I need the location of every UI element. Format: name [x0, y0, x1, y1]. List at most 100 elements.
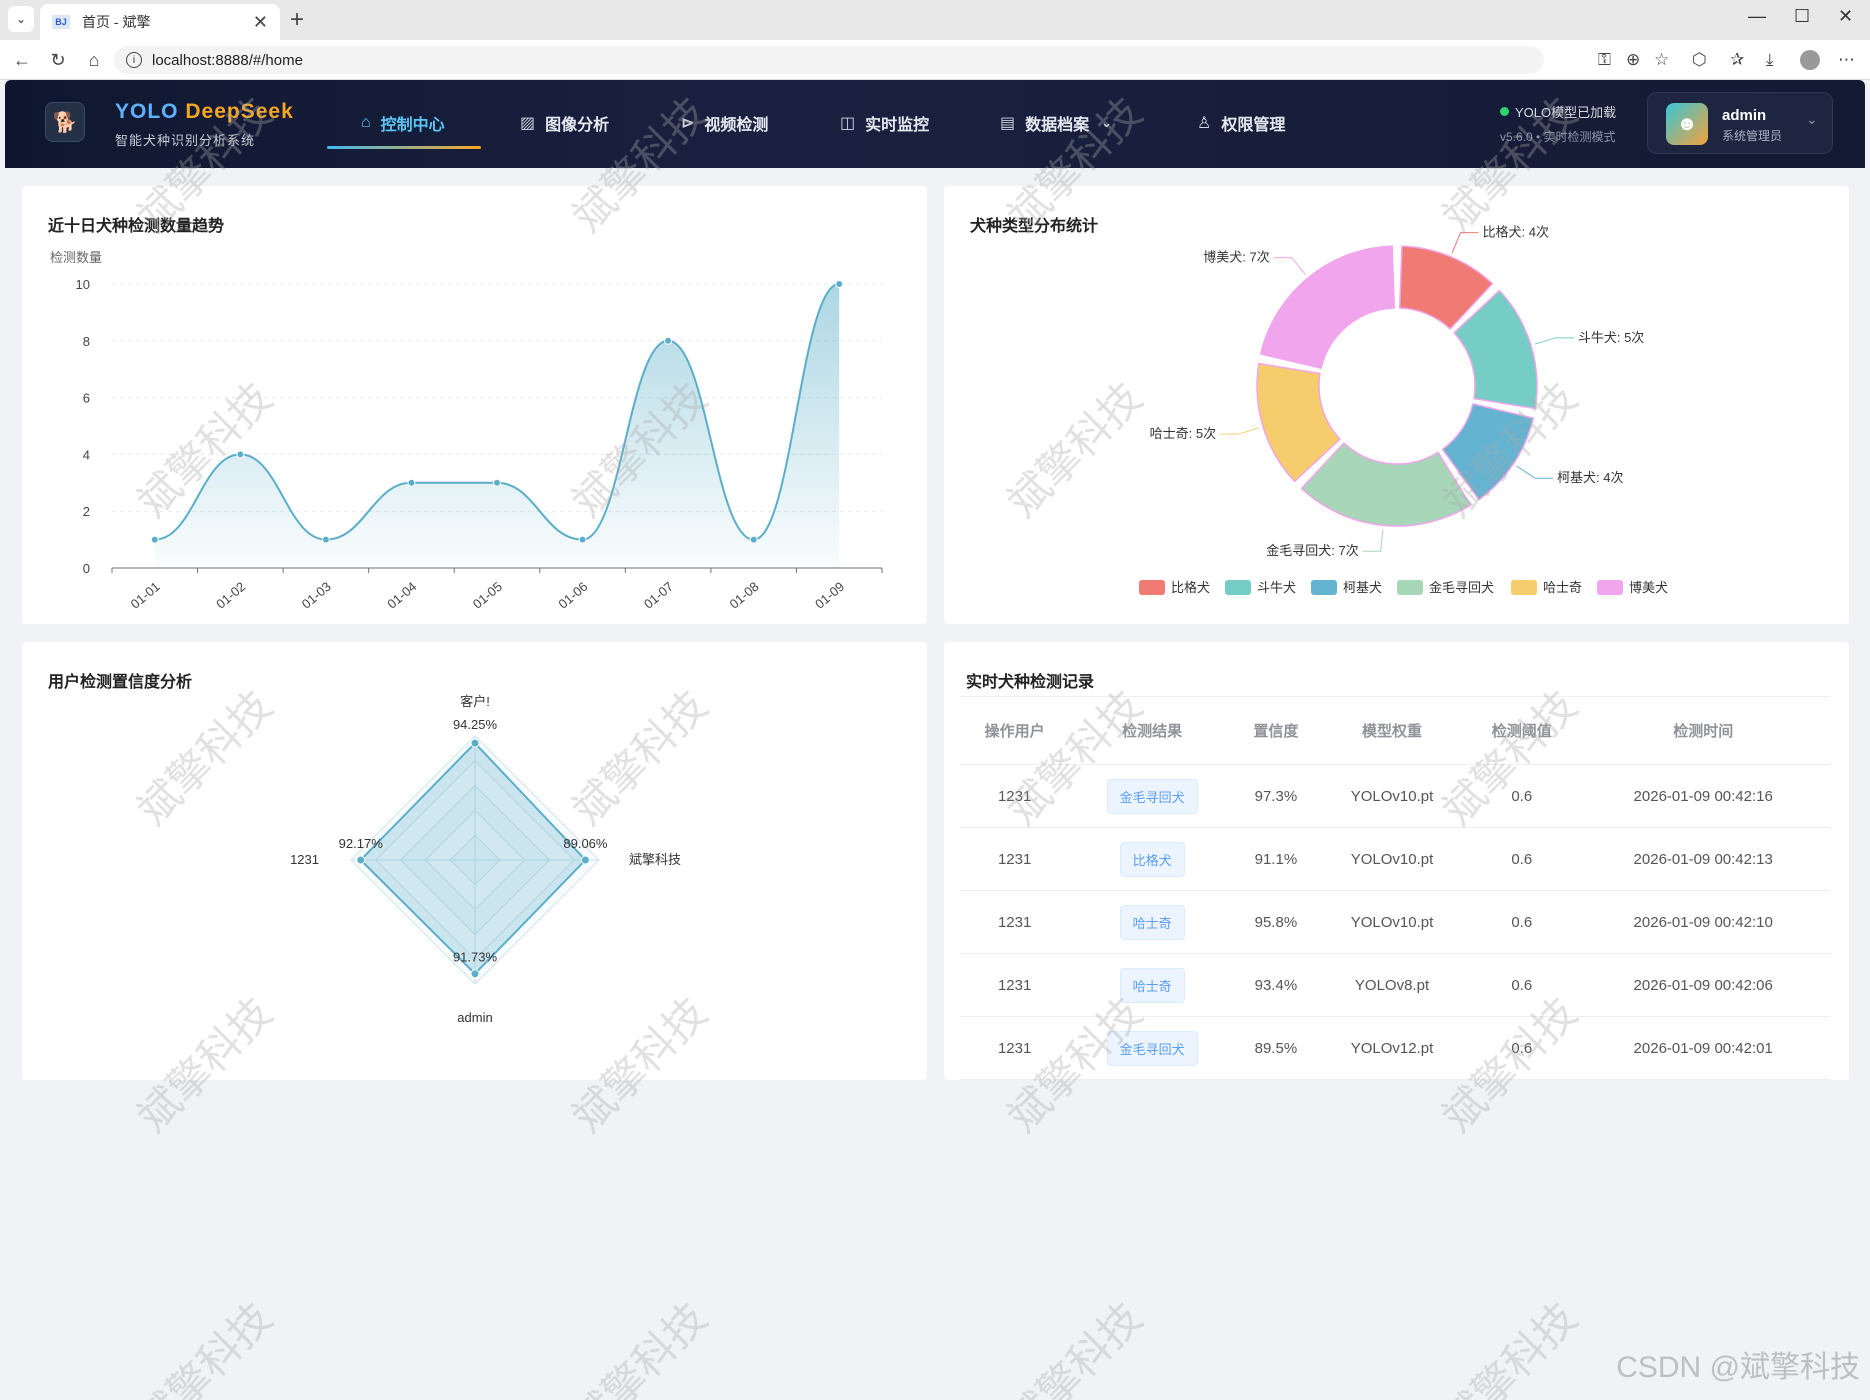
cell-time: 2026-01-09 00:42:13 — [1576, 827, 1830, 891]
result-tag: 哈士奇 — [1119, 967, 1185, 1003]
browser-tab[interactable]: BJ 首页 - 斌擎 ✕ — [40, 4, 280, 40]
pie-label: 金毛寻回犬: 7次 — [1266, 543, 1358, 558]
nav-image-analysis[interactable]: ▨ 图像分析 — [520, 108, 609, 138]
nav-data-archive[interactable]: ▤ 数据档案 ⌄ — [1000, 108, 1112, 138]
star-icon[interactable]: ☆ — [1654, 50, 1670, 69]
x-tick-label: 01-08 — [726, 579, 761, 612]
y-tick-label: 8 — [83, 334, 90, 349]
legend-item[interactable]: 柯基犬 — [1311, 580, 1382, 595]
back-icon[interactable]: ← — [13, 49, 31, 70]
close-tab-icon[interactable]: ✕ — [252, 11, 268, 32]
key-icon[interactable]: ⚿ — [1598, 50, 1611, 69]
minimize-icon[interactable]: — — [1748, 6, 1766, 26]
profile-icon[interactable] — [1800, 50, 1820, 70]
data-point — [493, 478, 501, 487]
records-title: 实时犬种检测记录 — [966, 674, 1095, 691]
address-bar-row: ← ↻ ⌂ i localhost:8888/#/home ⚿ ⊕ ☆ ⬡ ✰ … — [0, 40, 1870, 80]
nav-label: 视频检测 — [704, 117, 769, 134]
data-point — [664, 336, 673, 345]
cell-user: 1231 — [960, 890, 1070, 954]
cell-confidence: 95.8% — [1234, 890, 1317, 954]
url-field[interactable]: i localhost:8888/#/home — [114, 46, 1544, 74]
nav-video-detection[interactable]: ⊳ 视频检测 — [681, 108, 768, 138]
cell-model: YOLOv10.pt — [1316, 827, 1468, 891]
image-icon: ▨ — [520, 115, 536, 132]
nav-label: 实时监控 — [865, 117, 930, 134]
cell-user: 1231 — [960, 1016, 1070, 1080]
pie-slice — [1256, 362, 1341, 483]
maximize-icon[interactable]: ☐ — [1794, 6, 1811, 26]
result-tag: 金毛寻回犬 — [1106, 1030, 1198, 1066]
site-info-icon[interactable]: i — [126, 52, 142, 68]
x-tick-label: 01-02 — [213, 579, 248, 612]
zoom-icon[interactable]: ⊕ — [1626, 50, 1641, 69]
data-point — [150, 535, 159, 544]
tab-strip: ⌄ BJ 首页 - 斌擎 ✕ + — ☐ ✕ — [0, 0, 1870, 40]
cell-confidence: 97.3% — [1234, 764, 1317, 828]
cell-threshold: 0.6 — [1467, 953, 1577, 1017]
more-icon[interactable]: ⋯ — [1838, 50, 1855, 69]
data-point — [578, 535, 587, 544]
tab-menu-button[interactable]: ⌄ — [8, 6, 34, 32]
col-model: 模型权重 — [1316, 696, 1468, 765]
radar-point — [580, 855, 590, 865]
user-role: 系统管理员 — [1722, 129, 1783, 143]
watermark-text: 斌擎科技 — [1434, 1294, 1586, 1400]
download-icon[interactable]: ⤓ — [1766, 50, 1774, 69]
legend-label: 哈士奇 — [1543, 580, 1582, 595]
brand-title: YOLO DeepSeek — [115, 100, 294, 124]
home-browser-icon[interactable]: ⌂ — [88, 49, 100, 70]
series-area — [154, 284, 840, 568]
document-icon: ▤ — [1000, 115, 1016, 132]
pie-slice — [1259, 245, 1396, 369]
camera-icon: ◫ — [840, 115, 856, 132]
cell-result: 哈士奇 — [1069, 953, 1235, 1017]
nav-control-center[interactable]: ⌂ 控制中心 — [361, 108, 445, 138]
pie-label: 斗牛犬: 5次 — [1578, 330, 1644, 345]
radar-chart: 94.25% 89.06% 91.73% 92.17% 客户! 斌擎科技 admin 1231 — [290, 694, 681, 1025]
table-header-row: 操作用户 检测结果 置信度 模型权重 检测阈值 检测时间 — [960, 696, 1830, 765]
legend-item[interactable]: 斗牛犬 — [1225, 580, 1296, 595]
radar-value-label: 92.17% — [339, 836, 384, 851]
col-time: 检测时间 — [1576, 696, 1830, 765]
cell-confidence: 93.4% — [1234, 953, 1317, 1017]
extensions-icon[interactable]: ⬡ — [1692, 50, 1707, 69]
nav-permissions[interactable]: ♙ 权限管理 — [1197, 108, 1285, 138]
user-menu[interactable]: ☻ admin 系统管理员 ⌄ — [1647, 92, 1833, 154]
watermark-text: 斌擎科技 — [564, 1294, 716, 1400]
radar-axis-name: 1231 — [290, 852, 319, 867]
legend-item[interactable]: 博美犬 — [1597, 580, 1668, 595]
cell-time: 2026-01-09 00:42:10 — [1576, 890, 1830, 954]
brand-subtitle: 智能犬种识别分析系统 — [115, 133, 256, 148]
favorites-icon[interactable]: ✰ — [1730, 50, 1745, 69]
legend-item[interactable]: 金毛寻回犬 — [1397, 580, 1494, 595]
data-point — [236, 450, 245, 459]
data-point — [835, 280, 844, 288]
radar-value-label: 91.73% — [453, 950, 498, 965]
radar-point — [470, 969, 480, 979]
pie-card: 犬种类型分布统计 比格犬: 4次 斗牛犬: 5次 柯基犬: 4次 金毛寻回犬: 7次哈… — [944, 186, 1849, 624]
legend-label: 柯基犬 — [1343, 580, 1382, 595]
cell-time: 2026-01-09 00:42:06 — [1576, 953, 1830, 1017]
legend-label: 斗牛犬 — [1257, 580, 1296, 595]
reload-icon[interactable]: ↻ — [50, 49, 66, 70]
radar-value-label: 89.06% — [563, 836, 608, 851]
records-table: 操作用户 检测结果 置信度 模型权重 检测阈值 检测时间 1231 金毛寻回犬 97… — [960, 696, 1830, 1080]
window-close-icon[interactable]: ✕ — [1838, 6, 1854, 26]
version-line: v5.6.0 • 实时检测模式 — [1500, 130, 1616, 144]
play-circle-icon: ⊳ — [681, 115, 695, 132]
radar-axis-name: 斌擎科技 — [629, 852, 681, 867]
legend-swatch — [1397, 580, 1423, 595]
chevron-down-icon: ⌄ — [1101, 115, 1113, 130]
nav-label: 控制中心 — [380, 117, 445, 134]
result-tag: 比格犬 — [1119, 841, 1185, 877]
nav-realtime-monitor[interactable]: ◫ 实时监控 — [840, 108, 929, 138]
legend-item[interactable]: 比格犬 — [1139, 580, 1210, 595]
legend-item[interactable]: 哈士奇 — [1511, 580, 1582, 595]
trend-chart: 检测数量 0 2 4 6 8 10 01-01 01-02 01-03 01-04 01-05 01-0… — [50, 250, 883, 612]
table-row: 1231 金毛寻回犬 89.5% YOLOv12.pt 0.6 2026-01-09 00… — [960, 1016, 1830, 1080]
cell-result: 金毛寻回犬 — [1069, 1016, 1235, 1080]
legend-swatch — [1597, 580, 1623, 595]
new-tab-button[interactable]: + — [290, 6, 305, 33]
cell-threshold: 0.6 — [1467, 827, 1577, 891]
